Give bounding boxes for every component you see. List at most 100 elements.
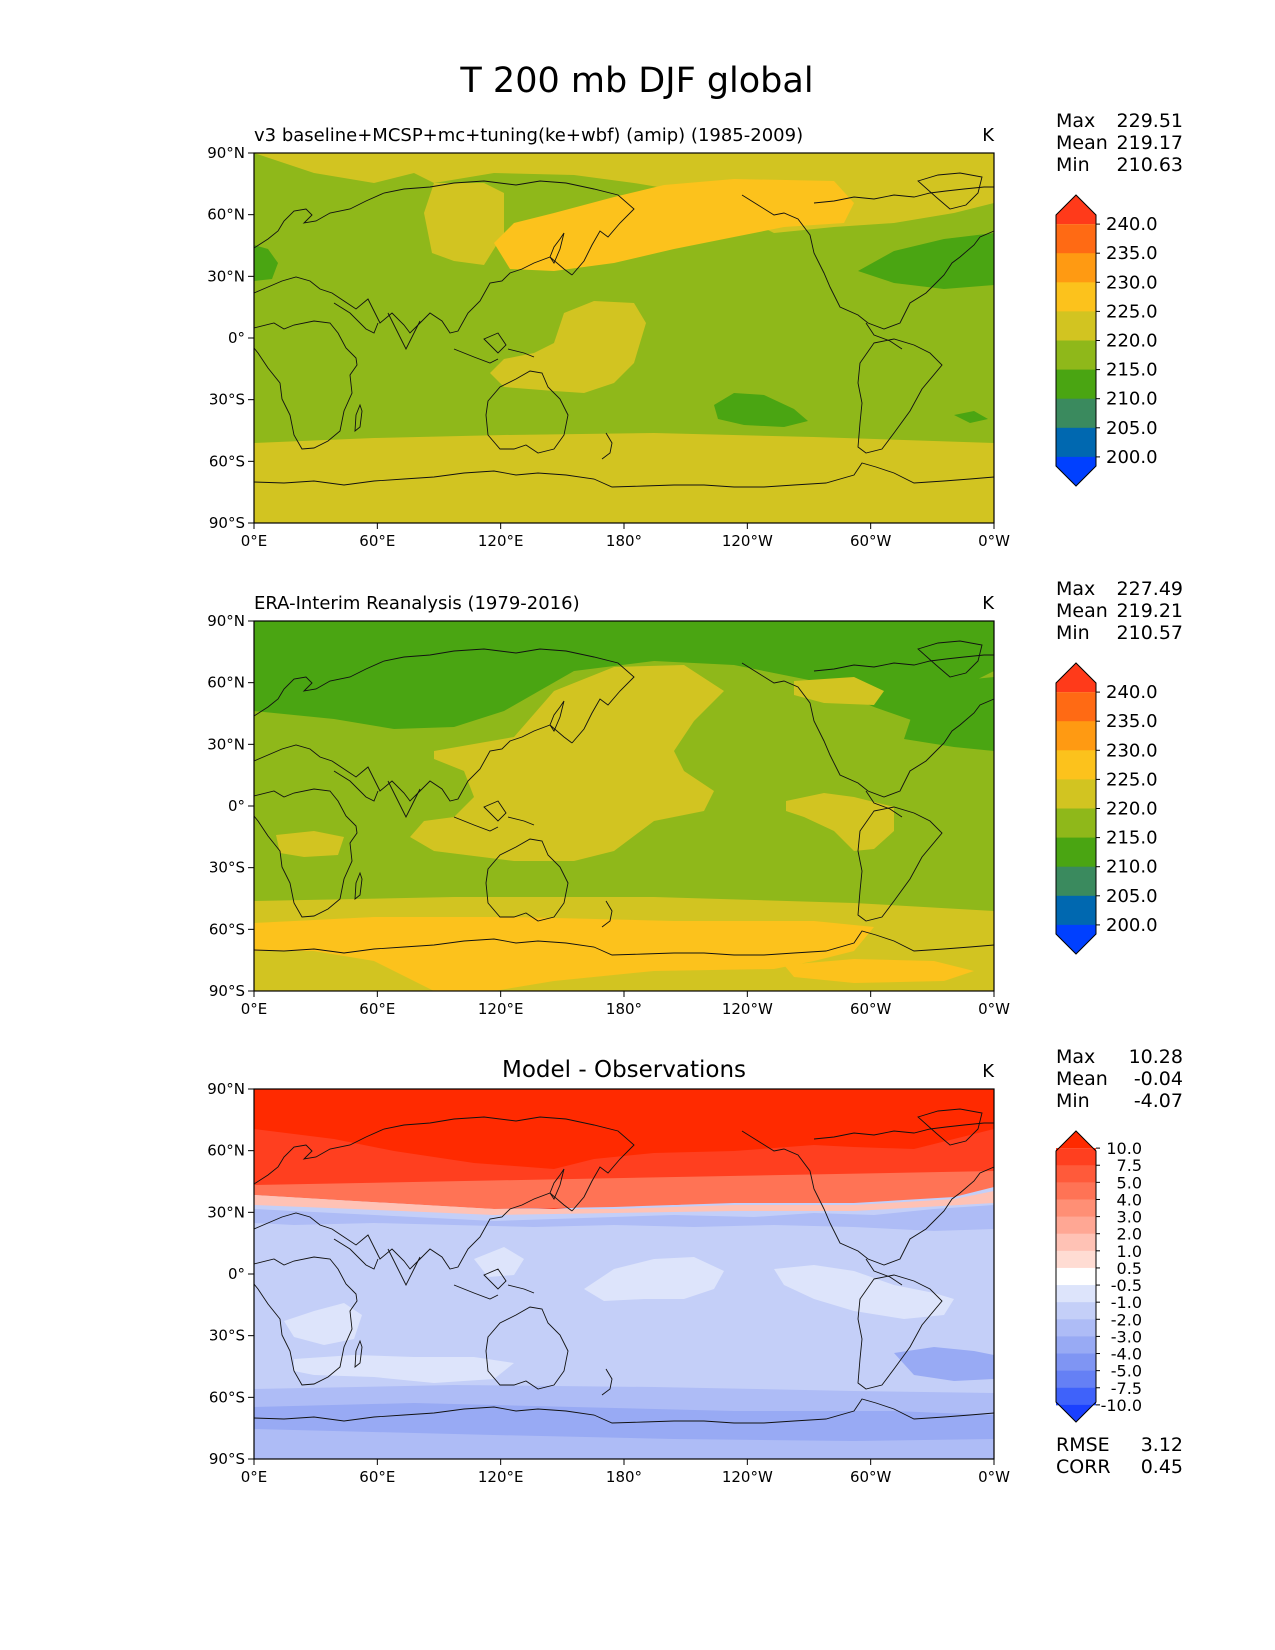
contour-region [254, 621, 994, 729]
contour-region [490, 301, 646, 393]
metric-rmse-label: RMSE [1056, 1434, 1110, 1456]
colorbar-label: 10.0 [1106, 1139, 1142, 1158]
colorbar-segment [1056, 1131, 1096, 1151]
colorbar-segment [1056, 866, 1096, 897]
lat-label: 90°N [207, 612, 245, 630]
map-panel-3 [253, 1088, 995, 1460]
colorbar-segment [1056, 1165, 1096, 1183]
stat-mean-label: Mean [1056, 132, 1108, 154]
colorbar-label: 220.0 [1106, 331, 1158, 352]
colorbar-outline [1055, 194, 1097, 487]
stat-max-label: Max [1056, 578, 1095, 600]
colorbar-segment [1056, 1402, 1096, 1422]
lat-label: 60°S [209, 920, 245, 938]
lon-label: 0°W [978, 532, 1010, 550]
colorbar-label: -7.5 [1111, 1379, 1142, 1398]
colorbar-label: 210.0 [1106, 857, 1158, 878]
lon-label: 0°W [978, 1468, 1010, 1486]
colorbar-label: 0.5 [1117, 1259, 1142, 1278]
colorbar-label: 3.0 [1117, 1208, 1142, 1227]
contour-region [794, 677, 884, 705]
colorbar-segment [1056, 1199, 1096, 1218]
lon-label: 120°E [478, 1468, 524, 1486]
colorbar-label: 215.0 [1106, 360, 1158, 381]
stat-mean-value: -0.04 [1134, 1068, 1183, 1090]
colorbar-label: 220.0 [1106, 799, 1158, 820]
lat-label: 60°S [209, 452, 245, 470]
units-label: K [982, 1061, 995, 1082]
colorbar-segment [1056, 1370, 1096, 1389]
colorbar-label: 5.0 [1117, 1173, 1142, 1192]
lat-label: 60°N [207, 674, 245, 692]
stat-max-value: 229.51 [1117, 110, 1183, 132]
lat-label: 60°S [209, 1388, 245, 1406]
contour-region [904, 677, 994, 751]
lat-label: 30°N [207, 1203, 245, 1221]
colorbar-segment [1056, 1182, 1096, 1200]
lon-label: 0°E [241, 1000, 268, 1018]
lat-label: 30°N [207, 735, 245, 753]
contour-region [254, 1171, 994, 1209]
contour-region [254, 1205, 994, 1231]
colorbar-segment [1056, 1353, 1096, 1372]
lon-label: 60°W [850, 1468, 892, 1486]
contour-region [294, 1355, 514, 1383]
contour-region [494, 179, 854, 271]
colorbar: 240.0 235.0 230.0 225.0 220.0 215.0 210.0 205.0… [1055, 662, 1158, 955]
lon-label: 60°E [359, 1000, 395, 1018]
main-title: T 200 mb DJF global [459, 61, 813, 101]
colorbar-label: -5.0 [1111, 1362, 1142, 1381]
colorbar-segment [1056, 1216, 1096, 1235]
colorbar-segment [1056, 779, 1096, 809]
lon-label: 180° [606, 1468, 642, 1486]
colorbar-label: 200.0 [1106, 447, 1158, 468]
colorbar-label: 240.0 [1106, 214, 1158, 235]
map-panel-2 [253, 620, 995, 992]
contour-region [254, 433, 994, 523]
lon-label: 120°E [478, 532, 524, 550]
colorbar-label: -3.0 [1111, 1327, 1142, 1346]
colorbar-label: -4.0 [1111, 1345, 1142, 1364]
colorbar-segment [1056, 924, 1096, 954]
stat-max-value: 10.28 [1129, 1046, 1183, 1068]
stat-mean-value: 219.21 [1117, 600, 1183, 622]
colorbar-segment [1056, 1336, 1096, 1355]
colorbar-segment [1056, 1319, 1096, 1337]
colorbar-segment [1056, 311, 1096, 341]
stat-mean-label: Mean [1056, 1068, 1108, 1090]
lon-label: 120°W [722, 532, 773, 550]
lat-label: 60°N [207, 206, 245, 224]
stat-mean-value: 219.17 [1117, 132, 1183, 154]
lat-label: 90°S [209, 1450, 245, 1468]
colorbar-segment [1056, 340, 1096, 371]
colorbar-outline [1055, 662, 1097, 955]
lon-label: 60°W [850, 532, 892, 550]
metric-rmse-value: 3.12 [1141, 1434, 1183, 1456]
lon-label: 60°E [359, 532, 395, 550]
colorbar-segment [1056, 253, 1096, 283]
colorbar-segment [1056, 398, 1096, 429]
colorbar-label: 1.0 [1117, 1242, 1142, 1261]
colorbar-segment [1056, 1302, 1096, 1320]
contour-region [954, 411, 988, 423]
colorbar-label: 240.0 [1106, 682, 1158, 703]
lat-label: 0° [228, 1265, 245, 1283]
lat-label: 30°S [209, 1327, 245, 1345]
contour-region [254, 1191, 994, 1215]
lat-label: 0° [228, 329, 245, 347]
colorbar-segment [1056, 427, 1096, 458]
lon-label: 0°W [978, 1000, 1010, 1018]
colorbar-segment [1056, 1267, 1096, 1286]
contour-region [714, 393, 808, 427]
stat-min-value: 210.57 [1117, 622, 1183, 644]
colorbar-label: 235.0 [1106, 243, 1158, 264]
stat-max-label: Max [1056, 110, 1095, 132]
stat-min-label: Min [1056, 154, 1090, 176]
colorbar-segment [1056, 1285, 1096, 1303]
lon-label: 120°W [722, 1468, 773, 1486]
colorbar-segment [1056, 456, 1096, 486]
colorbar-label: 230.0 [1106, 272, 1158, 293]
colorbar-label: 235.0 [1106, 711, 1158, 732]
panel-title: Model - Observations [502, 1057, 746, 1083]
colorbar-segment [1056, 1387, 1096, 1406]
